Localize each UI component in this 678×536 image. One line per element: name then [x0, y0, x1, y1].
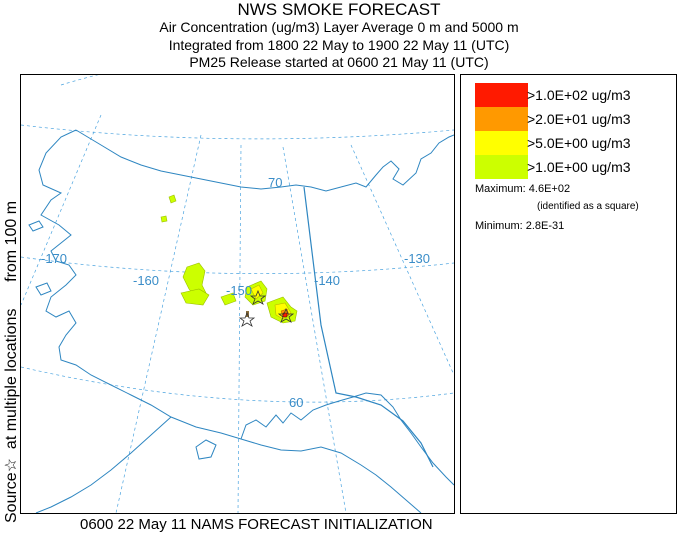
lon-line-150 — [237, 144, 242, 513]
lon-label-140: -140 — [314, 273, 340, 288]
legend-item: >2.0E+01 ug/m3 — [475, 107, 670, 131]
plume-small-2 — [160, 215, 168, 223]
plume-west-2 — [180, 288, 210, 306]
legend-swatch — [475, 131, 528, 155]
source-star-icon — [249, 289, 267, 305]
maximum-square — [282, 312, 288, 318]
alaska-map: -170 -160 -150 -140 -130 70 60 — [21, 75, 454, 513]
lat-line-65 — [21, 256, 454, 275]
maximum-note: (identified as a square) — [537, 201, 639, 212]
map-panel: -170 -160 -150 -140 -130 70 60 — [20, 74, 455, 514]
lat-line-75 — [60, 75, 99, 86]
plume-small-3 — [220, 292, 237, 306]
legend-swatch — [475, 107, 528, 131]
canada-arctic-coast — [340, 134, 454, 188]
nunivak-island — [35, 282, 52, 296]
west-coast — [38, 129, 422, 513]
lat-line-70 — [21, 124, 454, 140]
legend-label: >2.0E+01 ug/m3 — [527, 111, 631, 127]
legend-item: >5.0E+00 ug/m3 — [475, 131, 670, 155]
source-star-icon — [238, 311, 256, 327]
lat-label-60: 60 — [289, 395, 303, 410]
source-markers — [238, 289, 295, 327]
gulf-coast — [240, 392, 454, 486]
minimum-value: Minimum: 2.8E-31 — [475, 220, 565, 232]
legend-label: >1.0E+02 ug/m3 — [527, 87, 631, 103]
legend-panel: >1.0E+02 ug/m3 >2.0E+01 ug/m3 >5.0E+00 u… — [460, 74, 677, 514]
lon-label-130: -130 — [404, 251, 430, 266]
source-star-icon — [277, 307, 295, 323]
plume-small-1 — [168, 194, 177, 204]
legend-label: >5.0E+00 ug/m3 — [527, 135, 631, 151]
maximum-value: Maximum: 4.6E+02 — [475, 183, 571, 195]
legend-label: >1.0E+00 ug/m3 — [527, 159, 631, 175]
legend-item: >1.0E+02 ug/m3 — [475, 83, 670, 107]
kodiak-island — [195, 439, 217, 460]
lon-label-170: -170 — [41, 251, 67, 266]
legend-item: >1.0E+00 ug/m3 — [475, 155, 670, 179]
st-lawrence-island — [28, 220, 44, 232]
alaska-canada-border — [303, 186, 434, 468]
title-release-start: PM25 Release started at 0600 21 May 11 (… — [189, 54, 489, 70]
title-main: NWS SMOKE FORECAST — [237, 0, 441, 19]
lon-line-170 — [21, 114, 102, 306]
lon-line-130 — [350, 144, 454, 376]
legend-swatch — [475, 155, 528, 179]
forecast-initialization: 0600 22 May 11 NAMS FORECAST INITIALIZAT… — [80, 516, 433, 533]
lat-line-60 — [21, 366, 454, 403]
title-concentration: Air Concentration (ug/m3) Layer Average … — [159, 19, 519, 35]
title-integration-period: Integrated from 1800 22 May to 1900 22 M… — [168, 37, 510, 53]
lon-label-160: -160 — [133, 273, 159, 288]
smoke-plumes — [160, 194, 298, 324]
lon-line-160 — [115, 134, 202, 513]
legend-swatch — [475, 83, 528, 107]
lat-label-70: 70 — [268, 175, 282, 190]
lon-line-140 — [282, 146, 347, 513]
north-coast — [75, 129, 342, 192]
aleutian-peninsula — [35, 416, 172, 513]
lon-label-150: -150 — [226, 283, 252, 298]
